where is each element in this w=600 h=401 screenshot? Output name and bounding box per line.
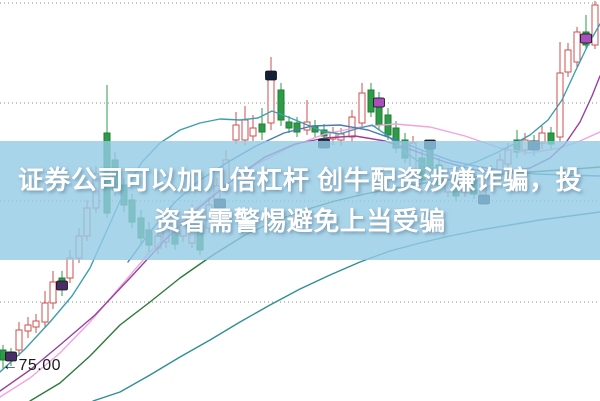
headline-banner: 证券公司可以加几倍杠杆 创牛配资涉嫌诈骗，投 资者需警惕避免上当受骗 (0, 141, 600, 260)
headline-line-2: 资者需警惕避免上当受骗 (154, 206, 446, 236)
headline-line-1: 证券公司可以加几倍杠杆 创牛配资涉嫌诈骗，投 (17, 165, 583, 195)
price-annotation: ←75.00 (2, 357, 62, 374)
